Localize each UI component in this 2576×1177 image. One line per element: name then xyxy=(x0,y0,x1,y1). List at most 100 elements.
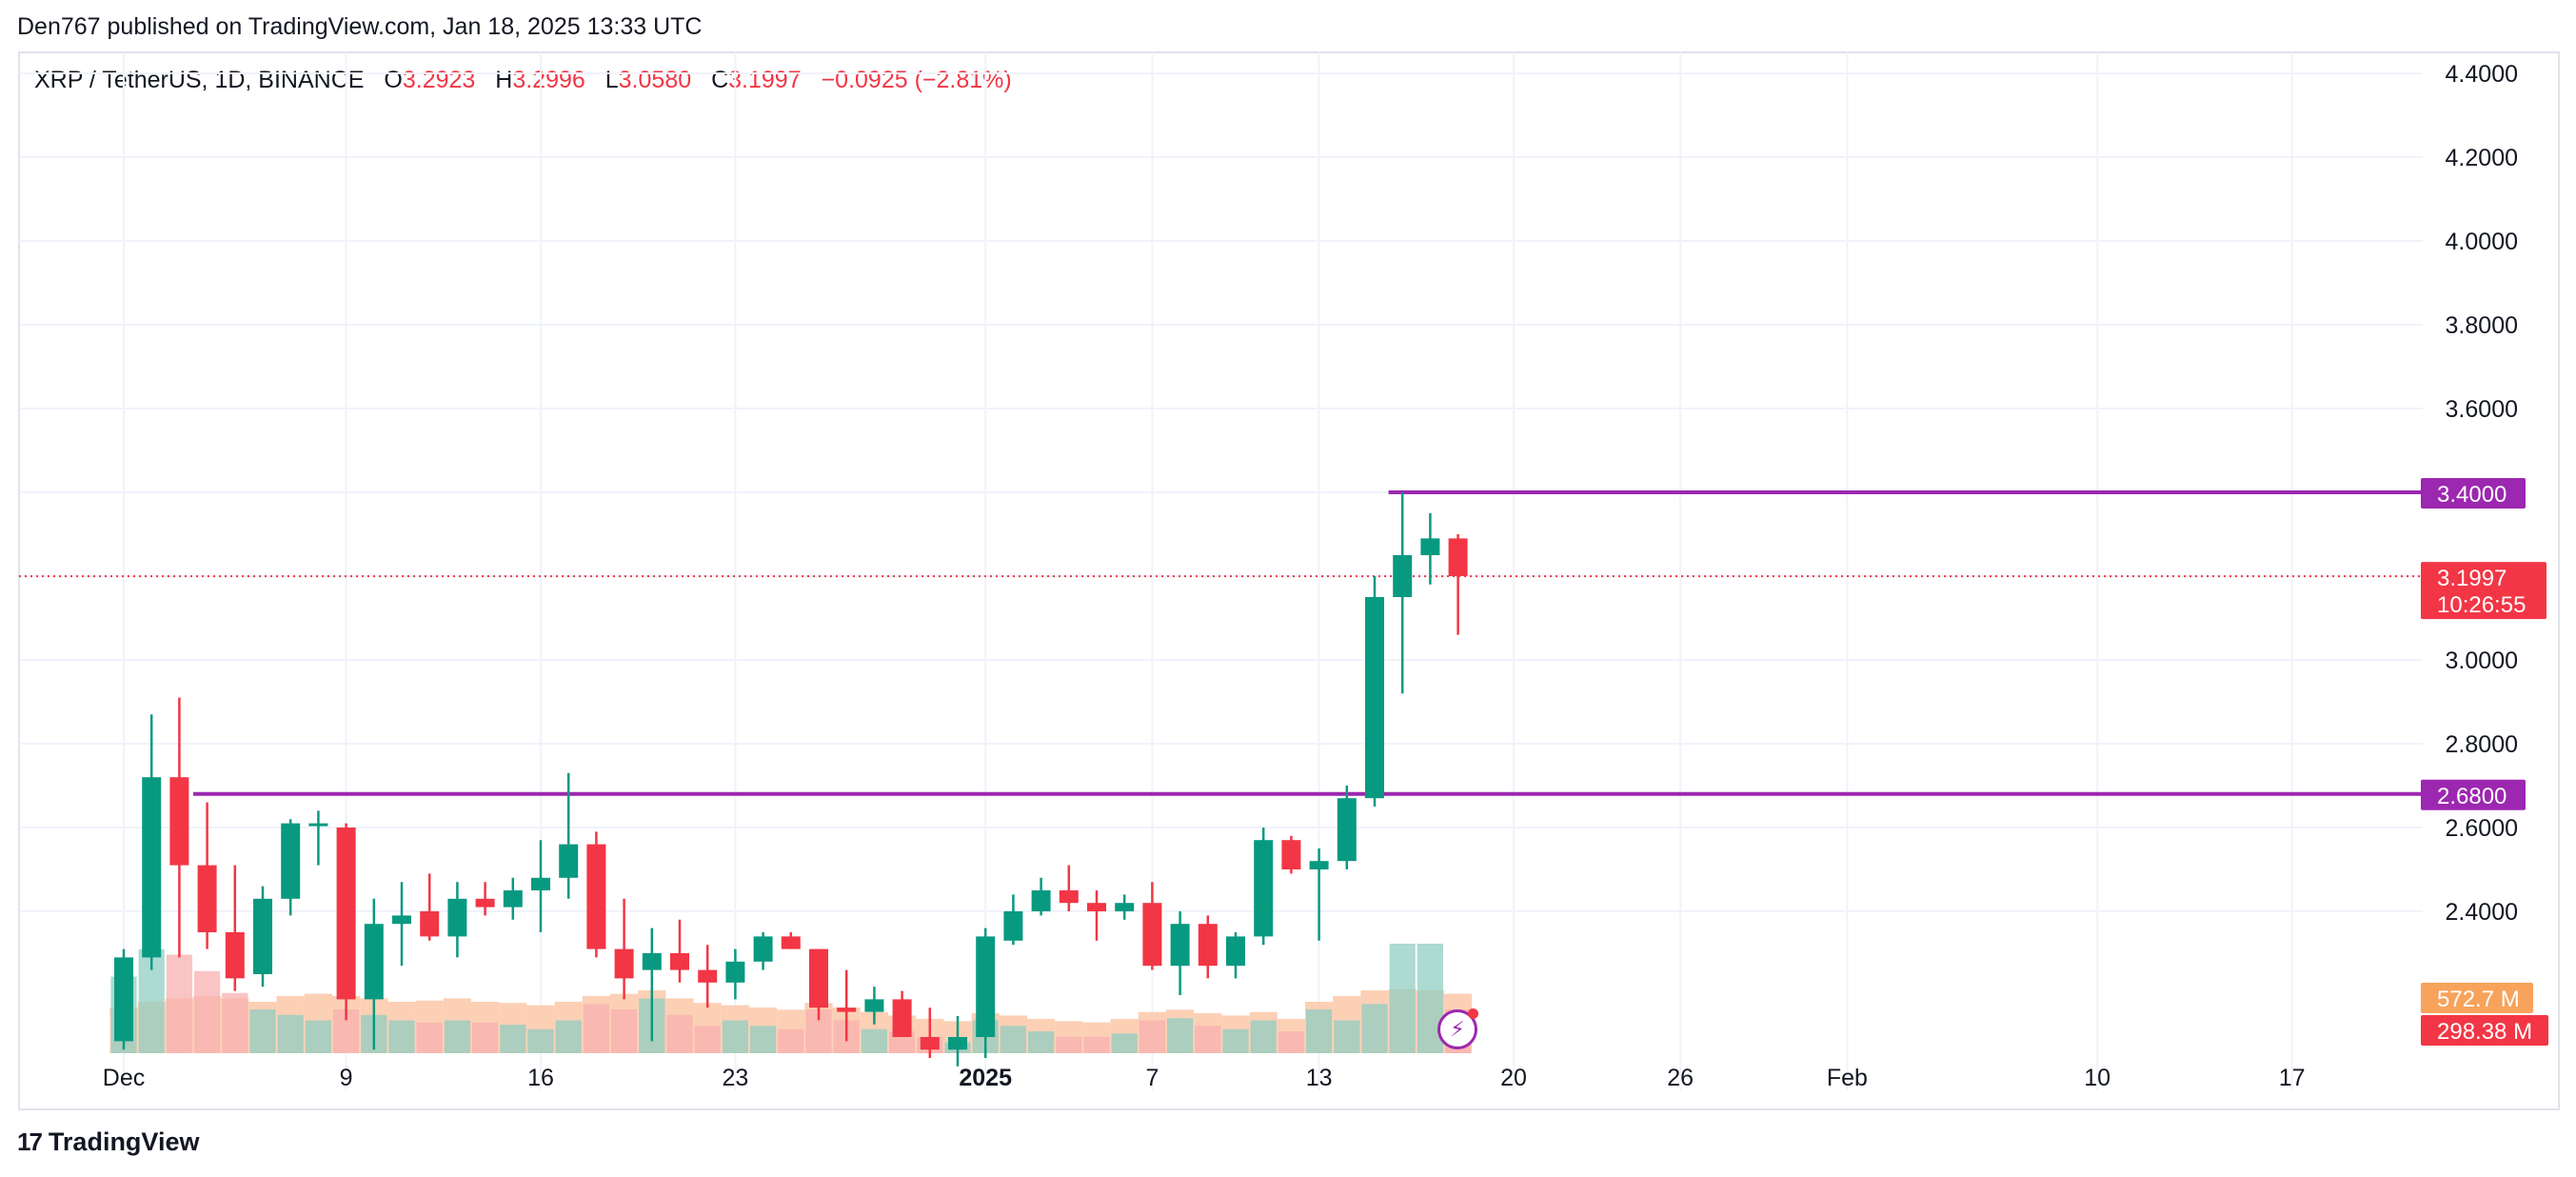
last-price-tag-text: 3.1997 xyxy=(2437,566,2507,591)
volume-bar xyxy=(1334,1020,1360,1053)
candle-body[interactable] xyxy=(1170,924,1190,967)
x-tick-label: 16 xyxy=(527,1065,554,1091)
volume-bar xyxy=(1306,1009,1333,1053)
x-tick-label: 7 xyxy=(1145,1065,1159,1091)
candle-body[interactable] xyxy=(1198,924,1218,967)
volume-bar xyxy=(666,1014,693,1053)
candle-body[interactable] xyxy=(1087,903,1106,911)
candle-body[interactable] xyxy=(753,936,773,962)
volume-bar xyxy=(472,1022,499,1053)
volume-bar xyxy=(750,1026,777,1053)
volume-bar xyxy=(1250,1020,1277,1053)
candle-body[interactable] xyxy=(336,828,356,1000)
volume-bar xyxy=(1139,1020,1165,1053)
y-tick-label: 4.2000 xyxy=(2446,145,2518,171)
candle-body[interactable] xyxy=(420,911,440,937)
candle-body[interactable] xyxy=(1142,903,1162,967)
x-tick-label: Dec xyxy=(103,1065,145,1091)
chart-frame xyxy=(18,51,2560,1110)
volume-bar xyxy=(1195,1026,1221,1053)
candle-body[interactable] xyxy=(948,1037,967,1050)
candle-body[interactable] xyxy=(308,823,328,827)
candle-body[interactable] xyxy=(1393,555,1413,597)
x-tick-label: 2025 xyxy=(959,1065,1012,1091)
candle-body[interactable] xyxy=(114,957,133,1042)
candle-body[interactable] xyxy=(253,898,272,974)
candle-body[interactable] xyxy=(392,915,411,925)
alert-dot xyxy=(1468,1008,1478,1019)
level-low-tag-bg xyxy=(2421,779,2526,810)
volume-bar xyxy=(416,1022,443,1053)
candle-body[interactable] xyxy=(197,865,217,932)
candle-body[interactable] xyxy=(976,936,996,1037)
candle-body[interactable] xyxy=(364,924,384,1000)
lightning-alert-icon[interactable]: ⚡ xyxy=(1437,1008,1478,1049)
candle-body[interactable] xyxy=(837,1007,857,1012)
y-tick-label: 3.8000 xyxy=(2446,312,2518,339)
candle-body[interactable] xyxy=(1309,861,1329,869)
symbol-label[interactable]: XRP / TetherUS, 1D, BINANCE xyxy=(34,67,365,93)
candle-body[interactable] xyxy=(725,961,745,983)
volume-tag-2-bg xyxy=(2421,1015,2548,1046)
level-high-tag-bg xyxy=(2421,478,2526,509)
candle-body[interactable] xyxy=(864,999,884,1012)
volume-tag-1-text: 572.7 M xyxy=(2437,987,2520,1012)
candle-body[interactable] xyxy=(503,890,523,908)
brand-name: TradingView xyxy=(48,1127,200,1156)
volume-bar xyxy=(694,1026,721,1053)
high-value: 3.2996 xyxy=(512,67,585,93)
candle-body[interactable] xyxy=(1003,911,1023,941)
tradingview-brand[interactable]: 17 TradingView xyxy=(17,1127,199,1157)
candle-body[interactable] xyxy=(920,1037,940,1050)
candle-body[interactable] xyxy=(614,948,634,979)
volume-bar xyxy=(555,1020,582,1053)
close-value: 3.1997 xyxy=(728,67,802,93)
y-tick-label: 3.0000 xyxy=(2446,648,2518,674)
candle-body[interactable] xyxy=(809,948,828,1008)
candle-body[interactable] xyxy=(225,932,245,979)
candle-body[interactable] xyxy=(475,898,495,908)
candle-body[interactable] xyxy=(1031,890,1051,911)
volume-bar xyxy=(249,1009,276,1053)
volume-bar xyxy=(861,1028,887,1053)
candle-body[interactable] xyxy=(531,877,550,890)
low-value: 3.0580 xyxy=(618,67,692,93)
volume-bar xyxy=(1028,1031,1055,1053)
candle-body[interactable] xyxy=(698,969,718,983)
volume-bar xyxy=(1111,1033,1138,1053)
candle-body[interactable] xyxy=(892,999,912,1037)
candle-body[interactable] xyxy=(1448,538,1468,576)
volume-bar xyxy=(166,954,192,1053)
x-tick-label: Feb xyxy=(1827,1065,1868,1091)
volume-bar xyxy=(1056,1036,1082,1053)
candle-body[interactable] xyxy=(781,936,801,949)
volume-bar xyxy=(722,1020,748,1053)
candle-body[interactable] xyxy=(1059,890,1079,904)
x-tick-label: 9 xyxy=(340,1065,353,1091)
volume-bar xyxy=(1389,944,1416,1053)
attribution-text: Den767 published on TradingView.com, Jan… xyxy=(17,13,703,40)
y-tick-label: 3.6000 xyxy=(2446,396,2518,423)
candle-body[interactable] xyxy=(1365,597,1384,799)
candle-body[interactable] xyxy=(559,844,579,878)
candle-body[interactable] xyxy=(447,898,467,937)
candle-body[interactable] xyxy=(586,844,606,949)
candle-body[interactable] xyxy=(1420,538,1440,555)
open-value: 3.2923 xyxy=(402,67,476,93)
volume-bar xyxy=(500,1025,526,1053)
candle-body[interactable] xyxy=(642,953,662,970)
candle-body[interactable] xyxy=(1254,840,1274,937)
candle-body[interactable] xyxy=(1115,903,1135,911)
candle-body[interactable] xyxy=(1226,936,1245,967)
last-price-tag-text: 10:26:55 xyxy=(2437,592,2526,618)
candle-body[interactable] xyxy=(1337,798,1357,862)
y-tick-label: 2.4000 xyxy=(2446,899,2518,926)
candle-body[interactable] xyxy=(142,777,162,958)
candle-body[interactable] xyxy=(670,953,689,970)
volume-bar xyxy=(444,1020,470,1053)
candle-body[interactable] xyxy=(1281,840,1301,869)
candle-body[interactable] xyxy=(281,823,301,899)
volume-bar xyxy=(778,1028,804,1053)
candle-body[interactable] xyxy=(169,777,189,866)
